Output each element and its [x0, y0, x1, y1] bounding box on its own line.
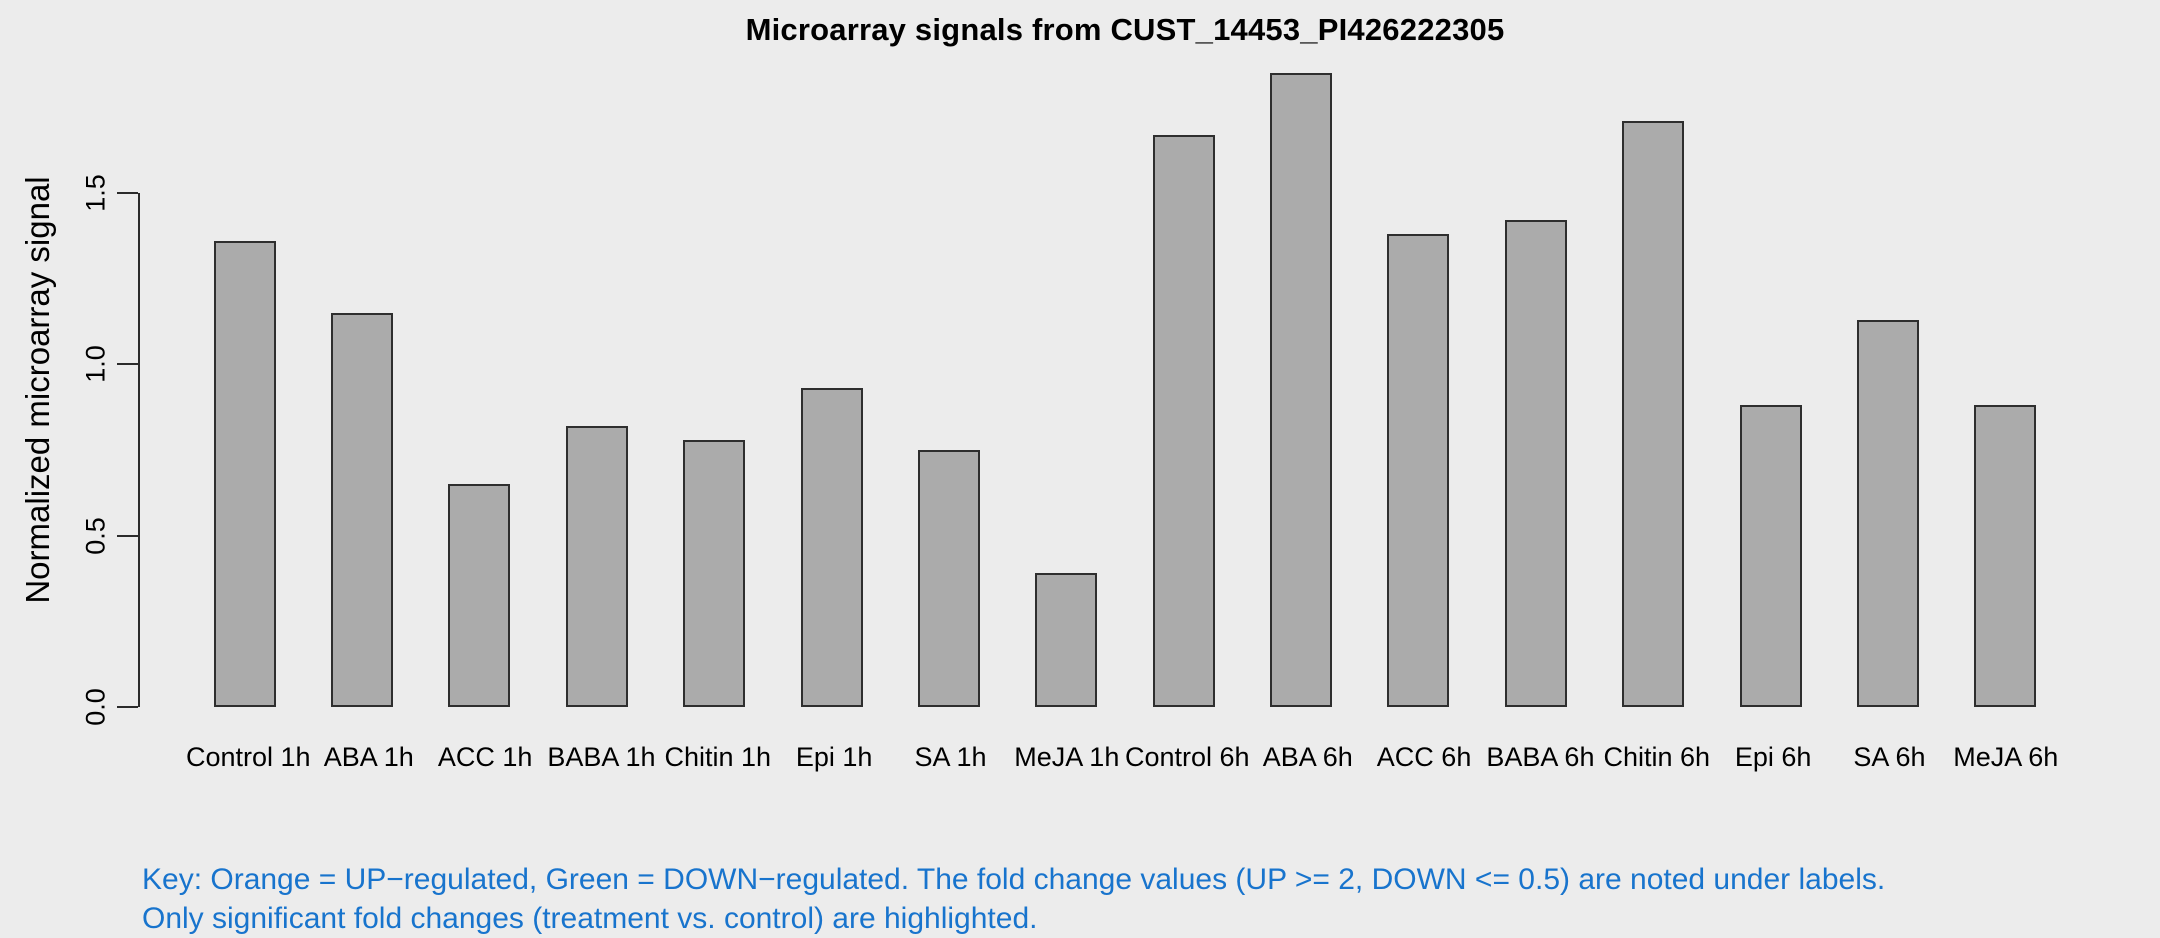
- key-note: Key: Orange = UP−regulated, Green = DOWN…: [142, 860, 1885, 938]
- y-tick-label-text: 0.0: [80, 688, 111, 726]
- x-axis-label: Control 1h: [186, 742, 311, 772]
- bar-aba-1h: [331, 313, 394, 707]
- y-axis: [138, 193, 140, 707]
- bar-slot: [1008, 0, 1125, 707]
- bar-slot: [1712, 0, 1829, 707]
- bar-sa-6h: [1856, 320, 1919, 707]
- bar-epi-6h: [1739, 405, 1802, 707]
- bar-acc-1h: [448, 484, 511, 707]
- bar-epi-1h: [800, 388, 863, 707]
- x-axis-label: MeJA 6h: [1953, 742, 2059, 772]
- bar-control-6h: [1152, 135, 1215, 707]
- x-axis-label: SA 1h: [914, 742, 987, 772]
- bar-slot: [303, 0, 420, 707]
- x-axis-label: ACC 6h: [1376, 742, 1472, 772]
- bar-slot: [890, 0, 1007, 707]
- bar-slot: [1125, 0, 1242, 707]
- bar-meja-1h: [1035, 573, 1098, 707]
- bar-slot: [656, 0, 773, 707]
- y-tick-mark: [117, 363, 138, 366]
- bar-slot: [1829, 0, 1946, 707]
- bar-slot: [1595, 0, 1712, 707]
- y-tick-label-text: 1.0: [80, 345, 111, 384]
- bar-slot: [1360, 0, 1477, 707]
- bar-slot: [538, 0, 655, 707]
- x-axis-label: BABA 6h: [1486, 742, 1595, 772]
- bar-chitin-6h: [1622, 121, 1685, 707]
- bar-sa-1h: [917, 450, 980, 707]
- y-tick-label-text: 1.5: [80, 174, 111, 212]
- x-axis-label: Control 6h: [1124, 742, 1250, 772]
- bar-acc-6h: [1387, 234, 1450, 707]
- bar-slot: [1242, 0, 1359, 707]
- key-line-2: Only significant fold changes (treatment…: [142, 902, 1038, 935]
- bar-slot: [421, 0, 538, 707]
- bar-slot: [1947, 0, 2064, 707]
- x-axis-label: ABA 6h: [1262, 742, 1353, 772]
- y-axis-title-text: Normalized microarray signal: [19, 176, 56, 604]
- bar-chitin-1h: [683, 440, 746, 707]
- bar-meja-6h: [1974, 405, 2037, 707]
- x-axis-labels: Control 1h ABA 1h ACC 1h BABA 1h Chitin 1h Ep…: [140, 742, 2110, 773]
- bar-slot: [773, 0, 890, 707]
- x-axis-label: Epi 1h: [795, 742, 873, 772]
- y-tick-mark: [117, 706, 138, 708]
- x-axis-label: Chitin 6h: [1603, 742, 1711, 772]
- bar-baba-1h: [565, 426, 628, 707]
- y-tick-label-text: 0.5: [80, 516, 111, 555]
- x-axis-label: ACC 1h: [437, 742, 533, 772]
- x-axis-label: Chitin 1h: [664, 742, 772, 772]
- y-tick-mark: [117, 534, 138, 537]
- bar-aba-6h: [1270, 73, 1333, 707]
- bar-slot: [186, 0, 303, 707]
- x-axis-label: SA 6h: [1853, 742, 1926, 772]
- plot-area: [140, 0, 2110, 707]
- bar-control-1h: [213, 241, 276, 707]
- y-tick-mark: [117, 191, 138, 194]
- bar-baba-6h: [1504, 220, 1567, 707]
- bar-slot: [1477, 0, 1594, 707]
- x-axis-label: BABA 1h: [547, 742, 656, 772]
- x-axis-label: MeJA 1h: [1014, 742, 1120, 772]
- x-axis-label: Epi 6h: [1734, 742, 1812, 772]
- key-line-1: Key: Orange = UP−regulated, Green = DOWN…: [142, 863, 1886, 896]
- x-axis-label: ABA 1h: [323, 742, 414, 772]
- chart-title: Microarray signals from CUST_14453_PI426…: [745, 12, 1505, 47]
